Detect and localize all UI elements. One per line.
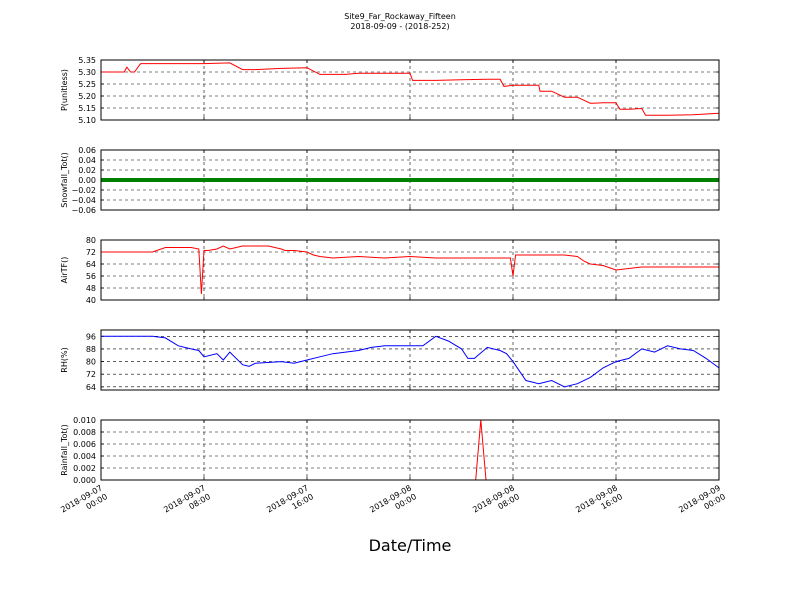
y-tick-label: 0.02 <box>78 166 96 175</box>
y-axis-label: RH(%) <box>60 347 69 372</box>
y-tick-label: 40 <box>86 296 96 305</box>
series-line <box>101 245 719 295</box>
y-axis-label: Snowfall_Tot() <box>60 152 69 208</box>
y-tick-label: 0.008 <box>73 428 96 437</box>
y-tick-label: 5.20 <box>78 92 96 101</box>
y-tick-label: −0.02 <box>71 186 96 195</box>
y-tick-label: 64 <box>86 383 96 392</box>
subplot-1: 5.10 5.15 5.20 5.25 5.30 5.35 P(unitless) <box>60 56 720 125</box>
y-tick-label: 5.15 <box>78 104 96 113</box>
subplots: 5.10 5.15 5.20 5.25 5.30 5.35 P(unitless) −0.06… <box>60 56 720 485</box>
series-line <box>101 335 719 388</box>
axes-frame <box>100 239 720 301</box>
y-tick-label: 96 <box>86 332 96 341</box>
y-tick-label: −0.04 <box>71 196 96 205</box>
y-tick-label: 72 <box>86 248 96 257</box>
chart-title-line2: 2018-09-09 - (2018-252) <box>350 22 449 31</box>
y-tick-label: 72 <box>86 370 96 379</box>
subplot-2: −0.06−0.04−0.020.000.020.040.06 Snowfall_… <box>60 146 720 215</box>
y-tick-label: 56 <box>86 272 96 281</box>
y-tick-label: 0.004 <box>73 452 96 461</box>
y-tick-label: 5.30 <box>78 68 96 77</box>
subplot-3: 40 48 56 64 72 80 AirTF() <box>60 236 720 305</box>
subplot-4: 64 72 80 88 96 RH(%) <box>60 329 720 392</box>
y-axis-label: AirTF() <box>60 257 69 284</box>
y-tick-label: 0.06 <box>78 146 96 155</box>
y-tick-label: 48 <box>86 284 96 293</box>
axes-frame <box>100 329 720 391</box>
y-tick-label: 80 <box>86 358 96 367</box>
y-tick-label: 80 <box>86 236 96 245</box>
axes-frame <box>100 419 720 481</box>
y-tick-label: 0.010 <box>73 416 96 425</box>
x-axis-label: Date/Time <box>369 536 452 555</box>
y-tick-label: 5.35 <box>78 56 96 65</box>
y-tick-label: 0.04 <box>78 156 96 165</box>
chart-title-line1: Site9_Far_Rockaway_Fifteen <box>344 12 456 21</box>
y-axis-label: Rainfall_Tot() <box>60 424 69 476</box>
y-tick-label: 64 <box>86 260 96 269</box>
y-tick-label: 0.000 <box>73 476 96 485</box>
y-tick-label: 0.002 <box>73 464 96 473</box>
axes-frame <box>100 59 720 121</box>
y-tick-label: 0.006 <box>73 440 96 449</box>
y-tick-label: 5.10 <box>78 116 96 125</box>
subplot-5: 0.000 0.002 0.004 0.006 0.008 0.010 Rainfall_T… <box>60 416 720 485</box>
series-line <box>101 62 719 116</box>
y-tick-label: 88 <box>86 345 96 354</box>
y-axis-label: P(unitless) <box>60 69 69 111</box>
y-tick-label: 5.25 <box>78 80 96 89</box>
axes-frame <box>100 149 720 211</box>
y-tick-label: 0.00 <box>78 176 96 185</box>
y-tick-label: −0.06 <box>71 206 96 215</box>
